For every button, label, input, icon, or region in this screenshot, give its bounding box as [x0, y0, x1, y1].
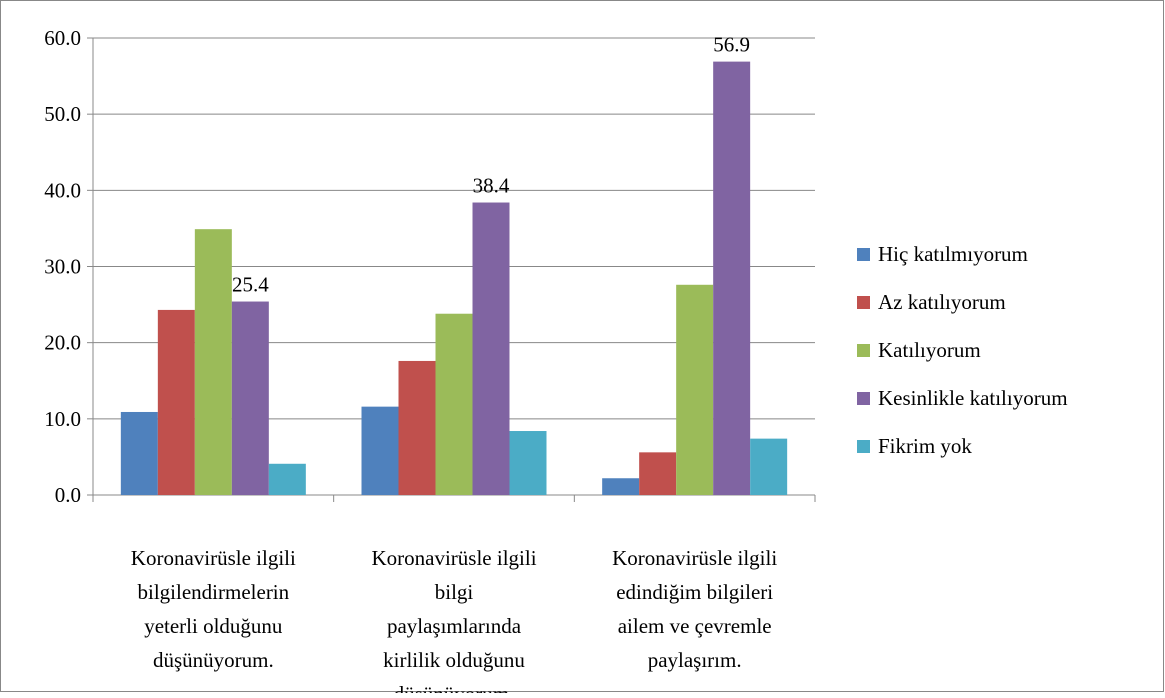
legend-swatch — [857, 440, 870, 453]
bar — [509, 431, 547, 495]
legend-label: Hiç katılmıyorum — [878, 242, 1028, 266]
legend-label: Kesinlikle katılıyorum — [878, 386, 1068, 410]
bar — [120, 411, 158, 495]
data-label: 38.4 — [473, 174, 510, 198]
y-tick-label: 10.0 — [44, 407, 81, 431]
x-tick-label: Koronavirüsle ilgili bilgilendirmelerin ye… — [131, 546, 296, 672]
y-tick-label: 20.0 — [44, 331, 81, 355]
bar — [157, 309, 195, 495]
y-tick-label: 60.0 — [44, 26, 81, 50]
bar — [231, 301, 269, 495]
bar — [602, 478, 640, 495]
y-tick-label: 0.0 — [55, 483, 81, 507]
x-tick-label-line: düşünüyorum. — [394, 682, 515, 693]
y-tick-label: 50.0 — [44, 102, 81, 126]
x-tick-label-line: düşünüyorum. — [153, 648, 274, 672]
x-tick-label-line: bilgilendirmelerin — [138, 580, 290, 604]
legend-swatch — [857, 392, 870, 405]
x-tick-label-line: paylaşımlarında — [387, 614, 522, 638]
legend-label: Fikrim yok — [878, 434, 972, 458]
x-tick-label-line: Koronavirüsle ilgili — [371, 546, 536, 570]
bar — [398, 360, 436, 495]
bar — [435, 313, 473, 495]
bar — [194, 229, 232, 495]
legend-label: Katılıyorum — [878, 338, 981, 362]
legend-swatch — [857, 344, 870, 357]
x-tick-label-line: Koronavirüsle ilgili — [131, 546, 296, 570]
x-tick-label-line: yeterli olduğunu — [144, 614, 283, 638]
bar — [639, 452, 677, 495]
bar — [361, 406, 399, 495]
x-tick-label-line: ailem ve çevremle — [618, 614, 772, 638]
legend-label: Az katılıyorum — [878, 290, 1006, 314]
data-label: 56.9 — [713, 33, 750, 57]
bar — [268, 463, 306, 495]
legend-swatch — [857, 248, 870, 261]
bar — [750, 438, 788, 495]
x-tick-label: Koronavirüsle ilgili bilgi paylaşımlarında… — [371, 546, 536, 693]
x-tick-label-line: kirlilik olduğunu — [383, 648, 525, 672]
bar — [676, 284, 714, 495]
x-tick-label: Koronavirüsle ilgili edindiğim bilgileri a… — [612, 546, 777, 672]
y-tick-label: 30.0 — [44, 255, 81, 279]
x-tick-label-line: edindiğim bilgileri — [616, 580, 773, 604]
x-tick-label-line: bilgi — [435, 580, 474, 604]
data-label: 25.4 — [232, 273, 269, 297]
legend-swatch — [857, 296, 870, 309]
y-tick-label: 40.0 — [44, 178, 81, 202]
bar — [472, 202, 510, 495]
x-tick-label-line: paylaşırım. — [648, 648, 742, 672]
bar — [713, 61, 751, 496]
x-tick-label-line: Koronavirüsle ilgili — [612, 546, 777, 570]
